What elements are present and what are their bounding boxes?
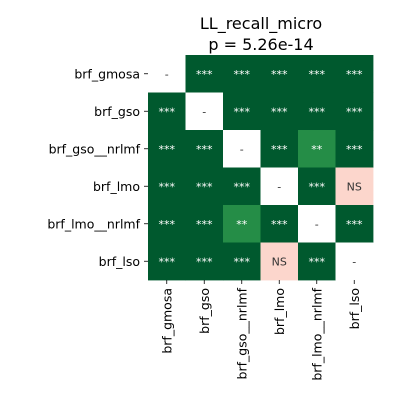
cell-label: *** [346,143,363,156]
cell-label: NS [272,255,287,268]
chart-subtitle: p = 5.26e-14 [208,35,313,54]
cell-label: *** [159,218,176,231]
cell-label: *** [309,105,326,118]
cell-label: - [352,255,356,268]
heatmap-ticks: brf_gmosabrf_gsobrf_gso__nrlmfbrf_lmobrf… [47,66,361,380]
cell-label: *** [196,255,213,268]
heatmap-cell [335,55,374,93]
cell-label: *** [346,218,363,231]
cell-label: *** [234,105,251,118]
heatmap-cell [148,130,186,168]
heatmap-cell [185,205,224,243]
heatmap-cell [185,242,224,281]
cell-label: *** [159,143,176,156]
cell-label: *** [196,180,213,193]
heatmap-cells: - *** *** *** *** *** *** - *** *** *** *** *** *** - *… [148,55,374,281]
heatmap-cell [335,242,374,281]
cell-label: *** [346,105,363,118]
cell-label: *** [159,105,176,118]
cell-label: *** [234,68,251,81]
cell-label: - [240,143,244,156]
heatmap-cell [335,130,374,168]
cell-label: *** [159,255,176,268]
heatmap-cell [185,130,224,168]
y-tick-label: brf_gmosa [74,66,140,81]
y-tick-label: brf_gso__nrlmf [49,141,141,156]
y-tick-label: brf_gso [94,104,140,119]
heatmap-cell [148,205,186,243]
heatmap-cell [148,242,186,281]
heatmap-cell [148,92,186,131]
heatmap-cell [298,242,336,281]
heatmap-cell [298,205,336,243]
cell-label: *** [159,180,176,193]
heatmap-cell [223,55,261,93]
cell-label: ** [236,218,248,231]
cell-label: *** [234,180,251,193]
heatmap-cell [223,242,261,281]
heatmap-cell [185,92,224,131]
heatmap-cell [185,55,224,93]
heatmap-cell [260,167,299,206]
heatmap-cell [260,205,299,243]
y-tick-label: brf_lmo [93,179,140,194]
cell-label: *** [196,143,213,156]
chart-title: LL_recall_micro [200,14,322,34]
heatmap-cell [260,92,299,131]
cell-label: *** [309,180,326,193]
heatmap-cell [260,242,299,281]
cell-label: - [315,218,319,231]
cell-label: NS [347,180,362,193]
heatmap-cell [185,167,224,206]
y-tick-label: brf_lmo__nrlmf [47,216,140,231]
cell-label: - [165,68,169,81]
heatmap-cell [260,55,299,93]
cell-label: *** [309,68,326,81]
heatmap-cell [223,92,261,131]
heatmap-cell [223,167,261,206]
heatmap-cell [148,55,186,93]
cell-label: *** [271,143,288,156]
cell-label: *** [234,255,251,268]
x-tick-label: brf_gso [197,288,212,334]
heatmap-cell [335,205,374,243]
cell-label: *** [271,68,288,81]
y-tick-label: brf_lso [99,254,140,269]
heatmap-cell [298,55,336,93]
cell-label: *** [271,105,288,118]
x-tick-label: brf_lmo [272,288,287,335]
heatmap-cell [298,130,336,168]
cell-label: - [202,105,206,118]
cell-label: *** [346,68,363,81]
x-tick-label: brf_gmosa [159,288,174,354]
cell-label: - [277,180,281,193]
heatmap-cell [148,167,186,206]
cell-label: *** [271,218,288,231]
x-tick-label: brf_gso__nrlmf [234,287,249,379]
cell-label: *** [309,255,326,268]
heatmap-cell [335,92,374,131]
heatmap-cell [335,167,374,206]
x-tick-label: brf_lso [347,288,362,329]
heatmap-cell [298,92,336,131]
x-tick-label: brf_lmo__nrlmf [309,287,324,380]
cell-label: *** [196,68,213,81]
heatmap-cell [298,167,336,206]
heatmap-cell [260,130,299,168]
heatmap-cell [223,130,261,168]
cell-label: *** [196,218,213,231]
cell-label: ** [311,143,323,156]
heatmap-cell [223,205,261,243]
